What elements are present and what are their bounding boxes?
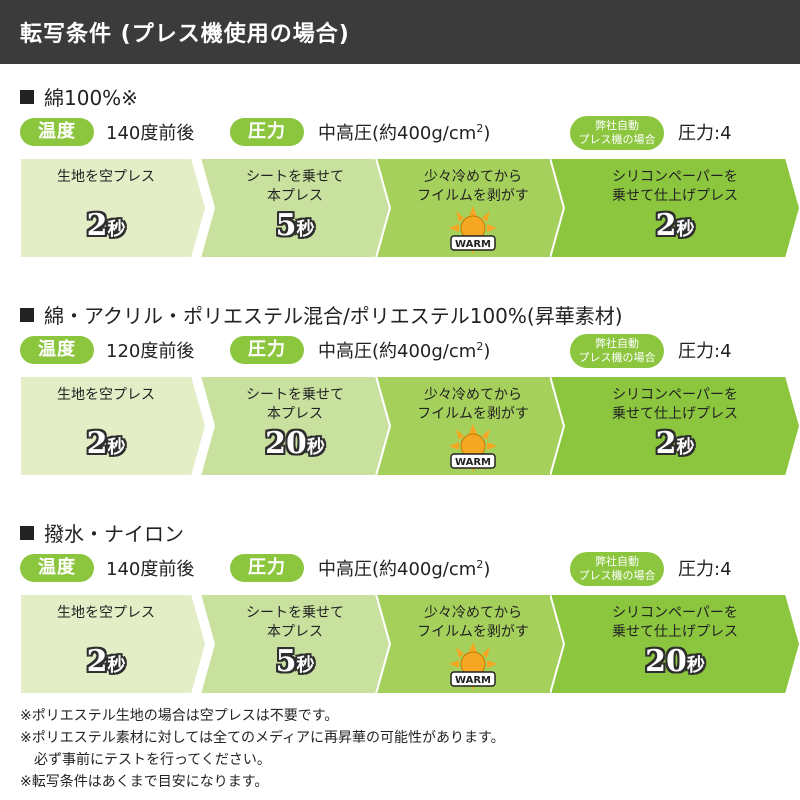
step-time: 2秒 bbox=[86, 208, 126, 243]
process-step: シートを乗せて 本プレス 20秒 bbox=[200, 376, 390, 476]
note-line: ※転写条件はあくまで目安になります。 bbox=[20, 774, 269, 790]
section-title-text: 綿100%※ bbox=[44, 86, 138, 110]
header-bar: 転写条件 (プレス機使用の場合) bbox=[0, 0, 800, 64]
pressure-value: 中高圧(約400g/cm2) bbox=[318, 340, 491, 362]
step-time: 2秒 bbox=[86, 644, 126, 679]
process-step: 少々冷めてから フイルムを剥がす WARM bbox=[376, 594, 570, 694]
step-arrow-shape bbox=[200, 158, 390, 258]
condition-row: 温度 120度前後 圧力 中高圧(約400g/cm2) 弊社自動 プレス機の場合 圧力:4 bbox=[20, 334, 790, 368]
section-title-text: 撥水・ナイロン bbox=[44, 522, 184, 546]
process-step: シートを乗せて 本プレス 5秒 bbox=[200, 158, 390, 258]
pressure-badge: 圧力 bbox=[230, 336, 304, 364]
process-steps: 生地を空プレス 2秒 シートを乗せて 本プレス 20秒 少々冷めてから フイルムを剥がす WA… bbox=[20, 376, 800, 476]
step-arrow-shape bbox=[20, 158, 206, 258]
section-title: 撥水・ナイロン bbox=[20, 518, 184, 547]
process-step: シートを乗せて 本プレス 5秒 bbox=[200, 594, 390, 694]
machine-badge: 弊社自動 プレス機の場合 bbox=[570, 552, 664, 586]
step-label: 生地を空プレス bbox=[57, 169, 155, 185]
section-title-text: 綿・アクリル・ポリエステル混合/ポリエステル100%(昇華素材) bbox=[44, 304, 623, 328]
machine-badge: 弊社自動 プレス機の場合 bbox=[570, 116, 664, 150]
process-step: 少々冷めてから フイルムを剥がす WARM bbox=[376, 376, 570, 476]
process-step: シリコンペーパーを 乗せて仕上げプレス 20秒 bbox=[550, 594, 800, 694]
condition-section: 綿100%※ 温度 140度前後 圧力 中高圧(約400g/cm2) 弊社自動 プレス機の場… bbox=[0, 82, 800, 272]
condition-row: 温度 140度前後 圧力 中高圧(約400g/cm2) 弊社自動 プレス機の場合 圧力:4 bbox=[20, 116, 790, 150]
pressure-badge: 圧力 bbox=[230, 118, 304, 146]
note-line: ※ポリエステル素材に対しては全てのメディアに再昇華の可能性があります。 bbox=[20, 730, 505, 746]
step-time: 2秒 bbox=[655, 426, 695, 461]
step-label: シリコンペーパーを 乗せて仕上げプレス bbox=[612, 605, 738, 640]
svg-text:WARM: WARM bbox=[455, 457, 491, 468]
step-time: 20秒 bbox=[265, 426, 325, 461]
step-arrow-shape bbox=[200, 594, 390, 694]
step-label: 少々冷めてから フイルムを剥がす bbox=[417, 605, 529, 640]
step-arrow-shape bbox=[550, 376, 800, 476]
step-time: 5秒 bbox=[275, 208, 315, 243]
warm-sun-icon: WARM bbox=[449, 642, 497, 690]
process-step: 生地を空プレス 2秒 bbox=[20, 594, 206, 694]
step-arrow-shape bbox=[20, 594, 206, 694]
svg-text:WARM: WARM bbox=[455, 675, 491, 686]
note-line: ※ポリエステル生地の場合は空プレスは不要です。 bbox=[20, 708, 339, 724]
machine-badge: 弊社自動 プレス機の場合 bbox=[570, 334, 664, 368]
temperature-badge: 温度 bbox=[20, 554, 94, 582]
machine-pressure-value: 圧力:4 bbox=[678, 559, 732, 580]
step-arrow-shape bbox=[200, 376, 390, 476]
pressure-value: 中高圧(約400g/cm2) bbox=[318, 122, 491, 144]
step-time: 20秒 bbox=[645, 644, 705, 679]
process-steps: 生地を空プレス 2秒 シートを乗せて 本プレス 5秒 少々冷めてから フイルムを剥がす WAR… bbox=[20, 158, 800, 258]
section-title: 綿・アクリル・ポリエステル混合/ポリエステル100%(昇華素材) bbox=[20, 300, 623, 329]
warm-sun-icon: WARM bbox=[449, 424, 497, 472]
step-label: 少々冷めてから フイルムを剥がす bbox=[417, 169, 529, 204]
step-label: シートを乗せて 本プレス bbox=[246, 387, 344, 422]
condition-row: 温度 140度前後 圧力 中高圧(約400g/cm2) 弊社自動 プレス機の場合 圧力:4 bbox=[20, 552, 790, 586]
pressure-badge: 圧力 bbox=[230, 554, 304, 582]
process-step: 生地を空プレス 2秒 bbox=[20, 158, 206, 258]
process-step: 少々冷めてから フイルムを剥がす WARM bbox=[376, 158, 570, 258]
step-label: シリコンペーパーを 乗せて仕上げプレス bbox=[612, 169, 738, 204]
svg-text:WARM: WARM bbox=[455, 239, 491, 250]
step-time: 2秒 bbox=[655, 208, 695, 243]
step-label: シートを乗せて 本プレス bbox=[246, 169, 344, 204]
section-title: 綿100%※ bbox=[20, 82, 138, 111]
temperature-value: 120度前後 bbox=[106, 341, 195, 362]
step-label: 生地を空プレス bbox=[57, 387, 155, 403]
notes: ※ポリエステル生地の場合は空プレスは不要です。 ※ポリエステル素材に対しては全て… bbox=[20, 705, 505, 793]
process-steps: 生地を空プレス 2秒 シートを乗せて 本プレス 5秒 少々冷めてから フイルムを剥がす WAR… bbox=[20, 594, 800, 694]
step-label: シリコンペーパーを 乗せて仕上げプレス bbox=[612, 387, 738, 422]
machine-pressure-value: 圧力:4 bbox=[678, 123, 732, 144]
step-arrow-shape bbox=[20, 376, 206, 476]
temperature-badge: 温度 bbox=[20, 118, 94, 146]
square-bullet-icon bbox=[20, 90, 34, 104]
condition-section: 綿・アクリル・ポリエステル混合/ポリエステル100%(昇華素材) 温度 120度前後… bbox=[0, 300, 800, 490]
process-step: 生地を空プレス 2秒 bbox=[20, 376, 206, 476]
step-label: 生地を空プレス bbox=[57, 605, 155, 621]
temperature-value: 140度前後 bbox=[106, 123, 195, 144]
step-arrow-shape bbox=[550, 158, 800, 258]
step-label: 少々冷めてから フイルムを剥がす bbox=[417, 387, 529, 422]
process-step: シリコンペーパーを 乗せて仕上げプレス 2秒 bbox=[550, 158, 800, 258]
condition-section: 撥水・ナイロン温度 140度前後 圧力 中高圧(約400g/cm2) 弊社自動 プレス機の… bbox=[0, 518, 800, 708]
process-step: シリコンペーパーを 乗せて仕上げプレス 2秒 bbox=[550, 376, 800, 476]
note-line: 必ず事前にテストを行ってください。 bbox=[20, 752, 271, 768]
step-arrow-shape bbox=[550, 594, 800, 694]
page-title: 転写条件 (プレス機使用の場合) bbox=[20, 22, 350, 47]
square-bullet-icon bbox=[20, 526, 34, 540]
square-bullet-icon bbox=[20, 308, 34, 322]
step-time: 5秒 bbox=[275, 644, 315, 679]
step-time: 2秒 bbox=[86, 426, 126, 461]
machine-pressure-value: 圧力:4 bbox=[678, 341, 732, 362]
temperature-value: 140度前後 bbox=[106, 559, 195, 580]
temperature-badge: 温度 bbox=[20, 336, 94, 364]
pressure-value: 中高圧(約400g/cm2) bbox=[318, 558, 491, 580]
step-label: シートを乗せて 本プレス bbox=[246, 605, 344, 640]
warm-sun-icon: WARM bbox=[449, 206, 497, 254]
